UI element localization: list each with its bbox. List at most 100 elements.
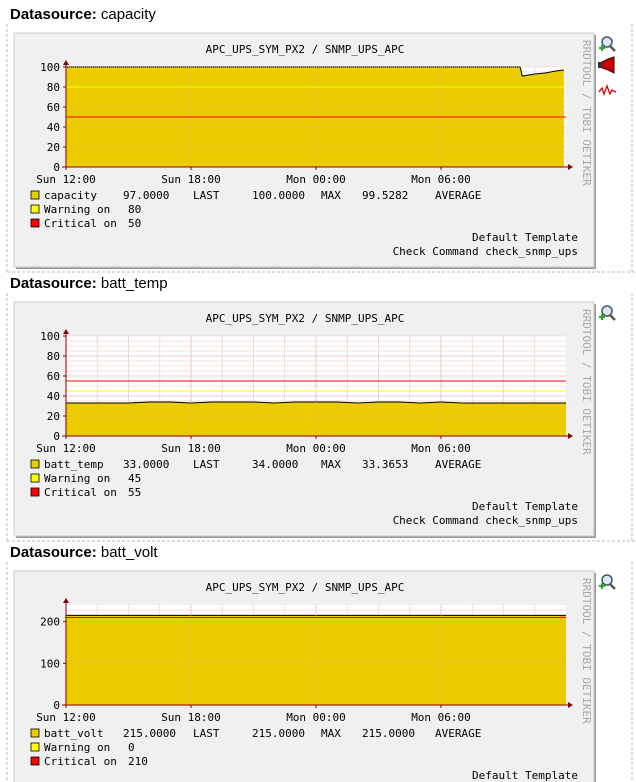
check-command: Check Command check_snmp_ups bbox=[393, 514, 578, 527]
critical-value: 50 bbox=[128, 217, 141, 230]
legend-swatch bbox=[30, 190, 40, 200]
y-tick-label: 0 bbox=[53, 430, 60, 443]
x-axis-arrow bbox=[568, 702, 573, 708]
legend-swatch bbox=[30, 756, 40, 766]
x-tick-label: Sun 12:00 bbox=[36, 442, 96, 455]
stat-label: AVERAGE bbox=[435, 458, 481, 471]
rrd-credit: RRDTOOL / TOBI OETIKER bbox=[580, 578, 593, 724]
stat-label: AVERAGE bbox=[435, 189, 481, 202]
critical-value: 210 bbox=[128, 755, 148, 768]
legend-swatch bbox=[30, 204, 40, 214]
legend-entry: batt_temp bbox=[44, 458, 104, 471]
stat-value: 34.0000 bbox=[252, 458, 298, 471]
legend-entry: batt_volt bbox=[44, 727, 104, 740]
warning-label: Warning on bbox=[44, 472, 110, 485]
stat-label: LAST bbox=[193, 727, 220, 740]
critical-label: Critical on bbox=[44, 217, 117, 230]
stat-value: 215.0000 bbox=[252, 727, 305, 740]
y-axis-arrow bbox=[63, 329, 69, 334]
x-tick-label: Mon 06:00 bbox=[411, 442, 471, 455]
stat-label: LAST bbox=[193, 458, 220, 471]
legend-swatch bbox=[30, 473, 40, 483]
stat-value: 97.0000 bbox=[123, 189, 169, 202]
critical-label: Critical on bbox=[44, 486, 117, 499]
heading-label: Datasource: bbox=[10, 6, 97, 23]
datasource-section: Datasource: batt_temp APC_UPS_SYM_PX2 / S… bbox=[6, 275, 636, 542]
y-tick-label: 100 bbox=[40, 330, 60, 343]
x-tick-label: Mon 06:00 bbox=[411, 173, 471, 186]
datasource-section: Datasource: capacity APC_UPS_SYM_PX2 / SN… bbox=[6, 6, 636, 273]
zoom-icon[interactable] bbox=[599, 574, 616, 590]
x-tick-label: Sun 12:00 bbox=[36, 173, 96, 186]
stat-value: 215.0000 bbox=[362, 727, 415, 740]
warning-value: 0 bbox=[128, 741, 135, 754]
section-heading: Datasource: capacity bbox=[10, 6, 156, 23]
legend-entry: capacity bbox=[44, 189, 97, 202]
warning-label: Warning on bbox=[44, 203, 110, 216]
x-axis-arrow bbox=[568, 164, 573, 170]
y-tick-label: 80 bbox=[47, 81, 60, 94]
x-axis-arrow bbox=[568, 433, 573, 439]
x-tick-label: Sun 18:00 bbox=[161, 442, 221, 455]
legend-swatch bbox=[30, 218, 40, 228]
section-heading: Datasource: batt_temp bbox=[10, 275, 168, 292]
rrd-credit: RRDTOOL / TOBI OETIKER bbox=[580, 309, 593, 455]
stat-value: 33.0000 bbox=[123, 458, 169, 471]
stat-label: LAST bbox=[193, 189, 220, 202]
x-tick-label: Mon 00:00 bbox=[286, 442, 346, 455]
x-tick-label: Sun 18:00 bbox=[161, 711, 221, 724]
x-tick-label: Sun 18:00 bbox=[161, 173, 221, 186]
template-name: Default Template bbox=[472, 769, 578, 782]
legend-swatch bbox=[30, 487, 40, 497]
stat-value: 33.3653 bbox=[362, 458, 408, 471]
zoom-icon[interactable] bbox=[599, 36, 616, 52]
legend-swatch bbox=[30, 742, 40, 752]
section-heading: Datasource: batt_volt bbox=[10, 544, 158, 561]
y-tick-label: 100 bbox=[40, 61, 60, 74]
stat-value: 99.5282 bbox=[362, 189, 408, 202]
datasource-name: capacity bbox=[101, 6, 157, 23]
y-tick-label: 20 bbox=[47, 410, 60, 423]
stat-label: MAX bbox=[321, 727, 341, 740]
template-name: Default Template bbox=[472, 500, 578, 513]
x-tick-label: Mon 00:00 bbox=[286, 711, 346, 724]
stat-value: 100.0000 bbox=[252, 189, 305, 202]
graph-title: APC_UPS_SYM_PX2 / SNMP_UPS_APC bbox=[206, 43, 405, 56]
critical-value: 55 bbox=[128, 486, 141, 499]
x-tick-label: Mon 00:00 bbox=[286, 173, 346, 186]
notify-icon[interactable] bbox=[598, 56, 615, 74]
y-tick-label: 20 bbox=[47, 141, 60, 154]
heading-label: Datasource: bbox=[10, 275, 97, 292]
warning-value: 45 bbox=[128, 472, 141, 485]
datasource-name: batt_temp bbox=[101, 275, 168, 292]
critical-label: Critical on bbox=[44, 755, 117, 768]
heading-label: Datasource: bbox=[10, 544, 97, 561]
graph-title: APC_UPS_SYM_PX2 / SNMP_UPS_APC bbox=[206, 581, 405, 594]
stat-label: MAX bbox=[321, 189, 341, 202]
rrd-credit: RRDTOOL / TOBI OETIKER bbox=[580, 40, 593, 186]
y-tick-label: 40 bbox=[47, 390, 60, 403]
y-tick-label: 40 bbox=[47, 121, 60, 134]
y-axis-arrow bbox=[63, 598, 69, 603]
warning-value: 80 bbox=[128, 203, 141, 216]
graph-icon[interactable] bbox=[598, 84, 617, 96]
y-tick-label: 60 bbox=[47, 370, 60, 383]
datasource-name: batt_volt bbox=[101, 544, 159, 561]
graph-title: APC_UPS_SYM_PX2 / SNMP_UPS_APC bbox=[206, 312, 405, 325]
y-tick-label: 80 bbox=[47, 350, 60, 363]
icons bbox=[598, 36, 617, 590]
zoom-icon[interactable] bbox=[599, 305, 616, 321]
datasource-section: Datasource: batt_volt APC_UPS_SYM_PX2 / S… bbox=[6, 544, 633, 782]
legend-swatch bbox=[30, 728, 40, 738]
template-name: Default Template bbox=[472, 231, 578, 244]
y-tick-label: 60 bbox=[47, 101, 60, 114]
y-axis-arrow bbox=[63, 60, 69, 65]
warning-label: Warning on bbox=[44, 741, 110, 754]
y-tick-label: 100 bbox=[40, 657, 60, 670]
stat-value: 215.0000 bbox=[123, 727, 176, 740]
check-command: Check Command check_snmp_ups bbox=[393, 245, 578, 258]
stat-label: MAX bbox=[321, 458, 341, 471]
x-tick-label: Mon 06:00 bbox=[411, 711, 471, 724]
y-tick-label: 0 bbox=[53, 699, 60, 712]
